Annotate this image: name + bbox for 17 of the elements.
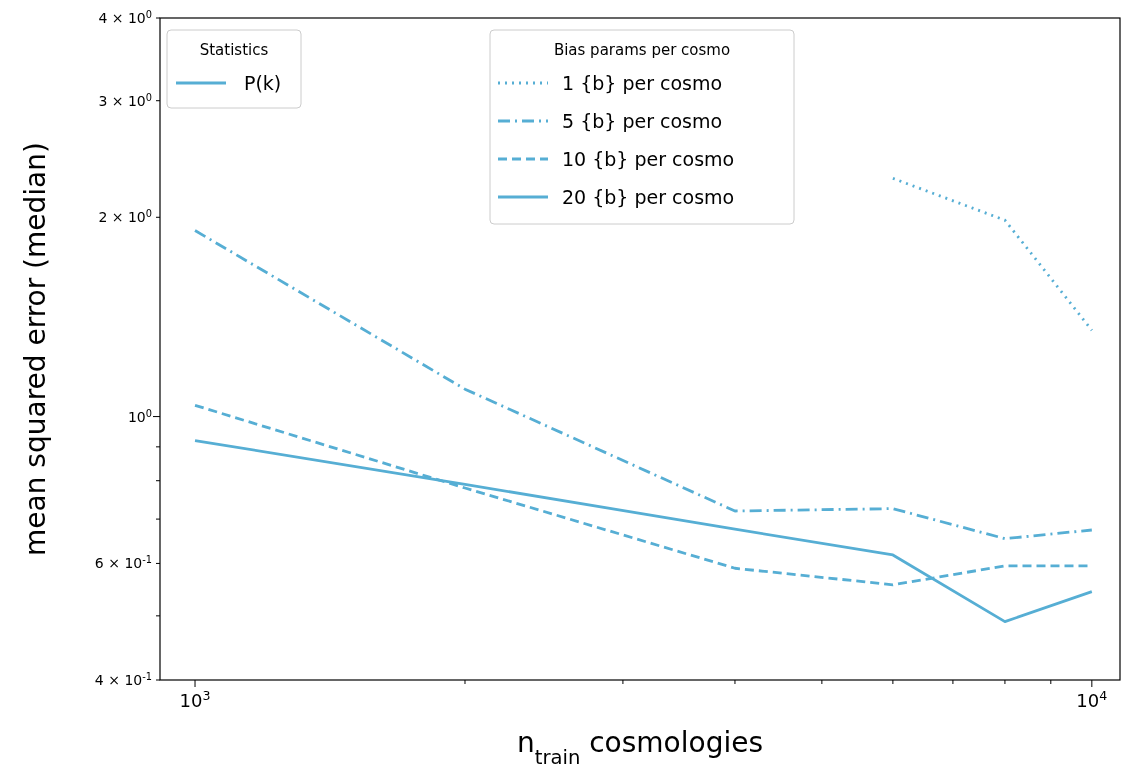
x-tick-label: 10$^{3}$ bbox=[179, 687, 211, 711]
y-tick-label: 6 × 10$^{-1}$ bbox=[94, 553, 152, 572]
y-tick-label: 2 × 10$^{0}$ bbox=[98, 207, 152, 226]
legend-label: 5 {b} per cosmo bbox=[562, 110, 723, 132]
x-tick-label: 10$^{4}$ bbox=[1076, 687, 1108, 711]
annotation: Statistics bbox=[199, 41, 269, 59]
x-axis-title: n$_{train}$ cosmologies bbox=[516, 726, 764, 765]
y-tick-label: 4 × 10$^{0}$ bbox=[98, 8, 152, 26]
y-tick-label: 4 × 10$^{-1}$ bbox=[94, 670, 152, 688]
legend-label: 20 {b} per cosmo bbox=[562, 186, 735, 208]
legend-label: 1 {b} per cosmo bbox=[562, 72, 723, 94]
y-tick-label: 10$^{0}$ bbox=[127, 407, 152, 425]
y-axis-title: mean squared error (median) bbox=[19, 142, 52, 556]
annotation: P(k) bbox=[244, 72, 282, 94]
legend-title: Bias params per cosmo bbox=[553, 41, 731, 59]
y-tick-label: 3 × 10$^{0}$ bbox=[98, 91, 152, 109]
legend-label: 10 {b} per cosmo bbox=[562, 148, 735, 170]
